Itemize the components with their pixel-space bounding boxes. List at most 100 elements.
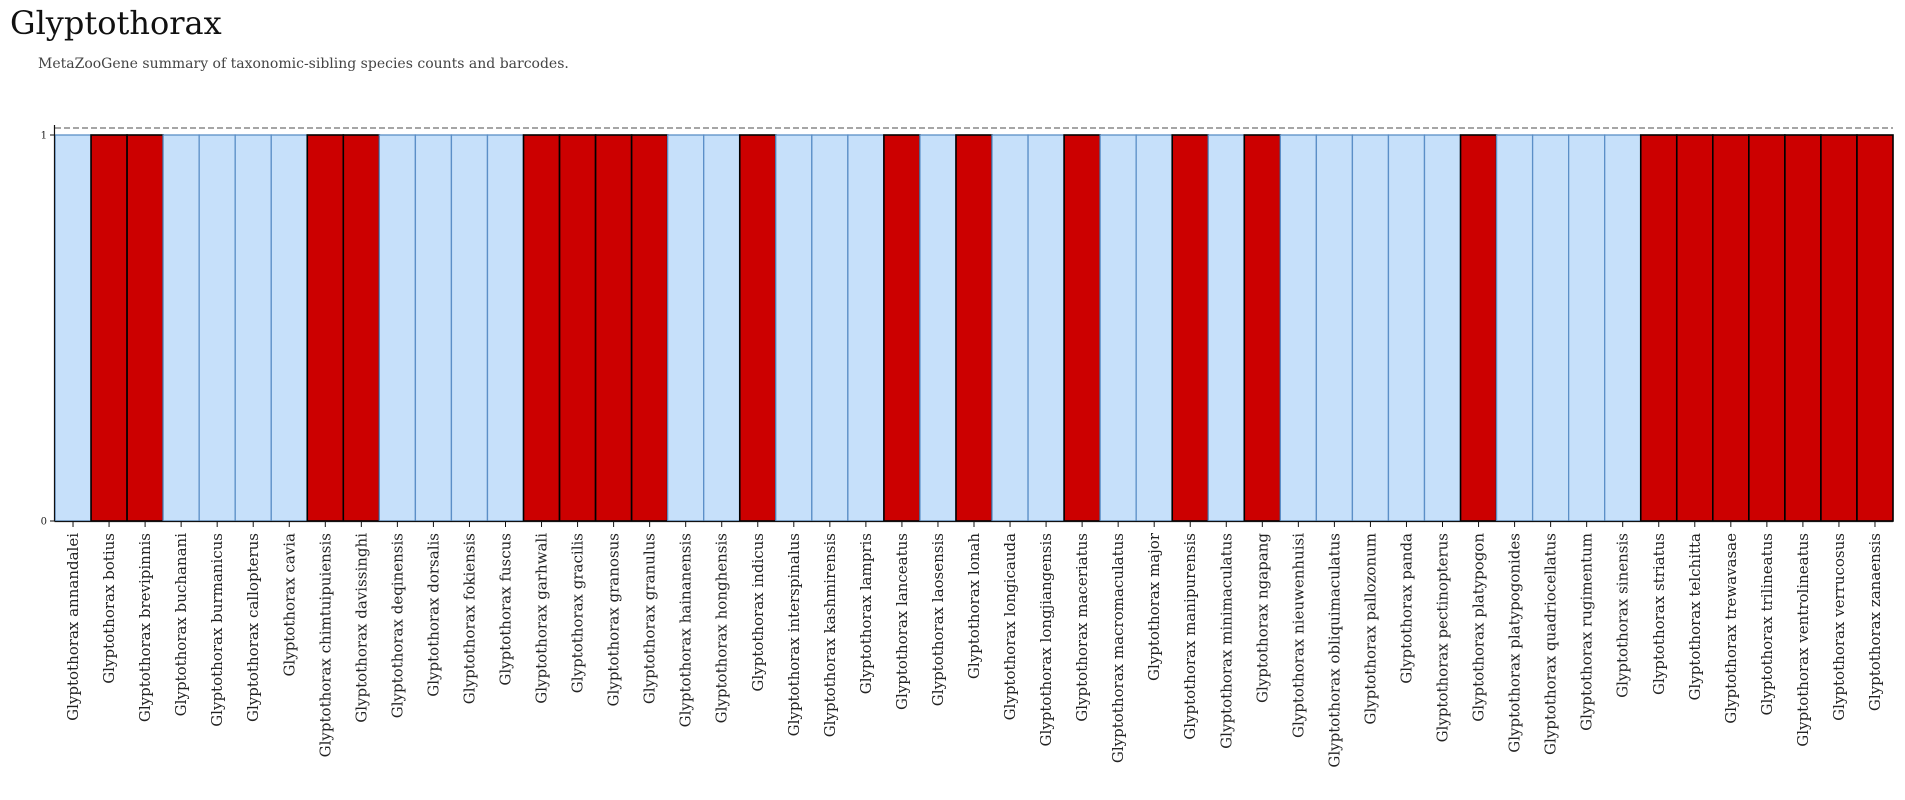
- bar-32: [1171, 134, 1210, 522]
- x-tick-label-30: Glyptothorax macromaculatus: [1109, 533, 1127, 763]
- x-tick-label-45: Glyptothorax striatus: [1650, 533, 1668, 695]
- bar-2: [90, 134, 128, 522]
- x-tick-label-25: Glyptothorax laosensis: [929, 533, 947, 706]
- bar-50: [1820, 134, 1858, 522]
- bar-47: [1712, 134, 1750, 522]
- bar-42: [1531, 134, 1570, 522]
- x-tick-label-32: Glyptothorax manipurensis: [1181, 533, 1199, 740]
- chart-title: Glyptothorax: [10, 4, 222, 42]
- bar-30: [1099, 134, 1137, 522]
- x-tick-label-35: Glyptothorax nieuwenhuisi: [1289, 533, 1307, 738]
- bar-46: [1675, 134, 1714, 522]
- bar-39: [1423, 134, 1462, 522]
- bar-31: [1135, 134, 1173, 522]
- bar-17: [630, 134, 669, 522]
- x-tick-label-43: Glyptothorax rugimentum: [1578, 533, 1596, 731]
- x-tick-label-26: Glyptothorax lonah: [965, 533, 983, 679]
- x-tick-label-14: Glyptothorax garhwali: [533, 533, 551, 704]
- bar-36: [1315, 134, 1354, 522]
- x-tick-label-1: Glyptothorax annandalei: [64, 533, 82, 721]
- x-tick-label-27: Glyptothorax longicauda: [1001, 533, 1019, 720]
- x-tick-label-46: Glyptothorax telchitta: [1686, 533, 1704, 701]
- x-tick-label-7: Glyptothorax cavia: [280, 533, 298, 677]
- x-tick-label-20: Glyptothorax indicus: [749, 533, 767, 692]
- x-tick-label-33: Glyptothorax minimaculatus: [1217, 533, 1235, 749]
- x-tick-label-17: Glyptothorax granulus: [641, 533, 659, 704]
- y-tick-label-0: 0: [41, 517, 47, 528]
- x-tick-label-28: Glyptothorax longjiangensis: [1037, 533, 1055, 746]
- bar-44: [1604, 134, 1642, 522]
- bar-34: [1243, 134, 1282, 522]
- x-tick-label-8: Glyptothorax chimtuipuiensis: [316, 533, 334, 757]
- x-tick-label-5: Glyptothorax burmanicus: [208, 533, 226, 727]
- bar-33: [1207, 134, 1245, 522]
- bar-26: [955, 134, 993, 522]
- bar-5: [198, 134, 236, 522]
- bar-40: [1459, 134, 1498, 522]
- x-tick-label-19: Glyptothorax honghensis: [713, 533, 731, 723]
- bar-12: [450, 134, 489, 522]
- x-tick-labels: Glyptothorax annandalei Glyptothorax boti…: [64, 532, 1884, 767]
- bar-28: [1027, 134, 1065, 522]
- x-tick-label-18: Glyptothorax hainanensis: [677, 533, 695, 727]
- bar-25: [919, 134, 957, 522]
- x-tick-label-15: Glyptothorax gracilis: [569, 533, 587, 693]
- bar-13: [486, 134, 525, 522]
- axes-group: 01: [41, 125, 1893, 528]
- bar-37: [1351, 134, 1390, 522]
- x-tick-label-49: Glyptothorax ventrolineatus: [1794, 533, 1812, 747]
- x-tick-label-37: Glyptothorax pallozonum: [1361, 533, 1379, 725]
- bar-10: [378, 134, 417, 522]
- bar-27: [991, 134, 1029, 522]
- x-tick-label-2: Glyptothorax botius: [100, 533, 118, 684]
- x-tick-label-3: Glyptothorax brevipinnis: [136, 533, 154, 722]
- bar-11: [414, 134, 453, 522]
- x-tick-label-11: Glyptothorax dorsalis: [424, 533, 442, 697]
- x-tick-label-39: Glyptothorax pectinopterus: [1434, 533, 1452, 742]
- bar-51: [1856, 134, 1894, 522]
- x-tick-label-24: Glyptothorax lanceatus: [893, 533, 911, 710]
- x-tick-label-50: Glyptothorax verrucosus: [1830, 533, 1848, 721]
- x-tick-label-44: Glyptothorax sinensis: [1614, 533, 1632, 698]
- bar-14: [522, 134, 561, 522]
- bar-6: [234, 134, 272, 522]
- x-tick-label-12: Glyptothorax fokiensis: [460, 533, 478, 704]
- bar-43: [1568, 134, 1606, 522]
- bar-35: [1279, 134, 1318, 522]
- x-tick-label-34: Glyptothorax ngapang: [1253, 533, 1271, 703]
- bar-38: [1387, 134, 1426, 522]
- chart-subtitle: MetaZooGene summary of taxonomic-sibling…: [38, 56, 569, 72]
- x-tick-label-6: Glyptothorax callopterus: [244, 533, 262, 722]
- bar-20: [738, 134, 777, 522]
- x-tick-label-38: Glyptothorax panda: [1397, 533, 1415, 684]
- y-tick-label-1: 1: [41, 131, 47, 142]
- bar-23: [847, 134, 885, 522]
- x-tick-label-21: Glyptothorax interspinalus: [785, 533, 803, 736]
- x-tick-label-9: Glyptothorax davissinghi: [352, 533, 370, 723]
- x-tick-label-36: Glyptothorax obliquimaculatus: [1325, 533, 1343, 768]
- bar-45: [1639, 134, 1678, 522]
- bar-9: [342, 134, 381, 522]
- x-tick-label-42: Glyptothorax quadriocellatus: [1542, 533, 1560, 755]
- bar-48: [1748, 134, 1786, 522]
- x-tick-label-22: Glyptothorax kashmirensis: [821, 533, 839, 737]
- x-tick-label-40: Glyptothorax platypogon: [1470, 533, 1488, 722]
- bar-18: [667, 134, 705, 522]
- bar-21: [775, 134, 813, 522]
- x-tick-label-48: Glyptothorax trilineatus: [1758, 533, 1776, 715]
- x-tick-label-13: Glyptothorax fuscus: [496, 533, 514, 686]
- bar-4: [162, 134, 200, 522]
- bar-41: [1495, 134, 1534, 522]
- bar-49: [1784, 134, 1822, 522]
- bar-1: [54, 134, 92, 522]
- bar-24: [883, 134, 921, 522]
- bar-8: [306, 134, 345, 522]
- bar-22: [811, 134, 849, 522]
- bars-group: [54, 134, 1894, 522]
- bar-29: [1063, 134, 1101, 522]
- x-tick-label-31: Glyptothorax major: [1145, 532, 1163, 681]
- bar-16: [594, 134, 633, 522]
- x-tick-label-29: Glyptothorax maceriatus: [1073, 533, 1091, 722]
- x-tick-label-41: Glyptothorax platypogonides: [1506, 533, 1524, 753]
